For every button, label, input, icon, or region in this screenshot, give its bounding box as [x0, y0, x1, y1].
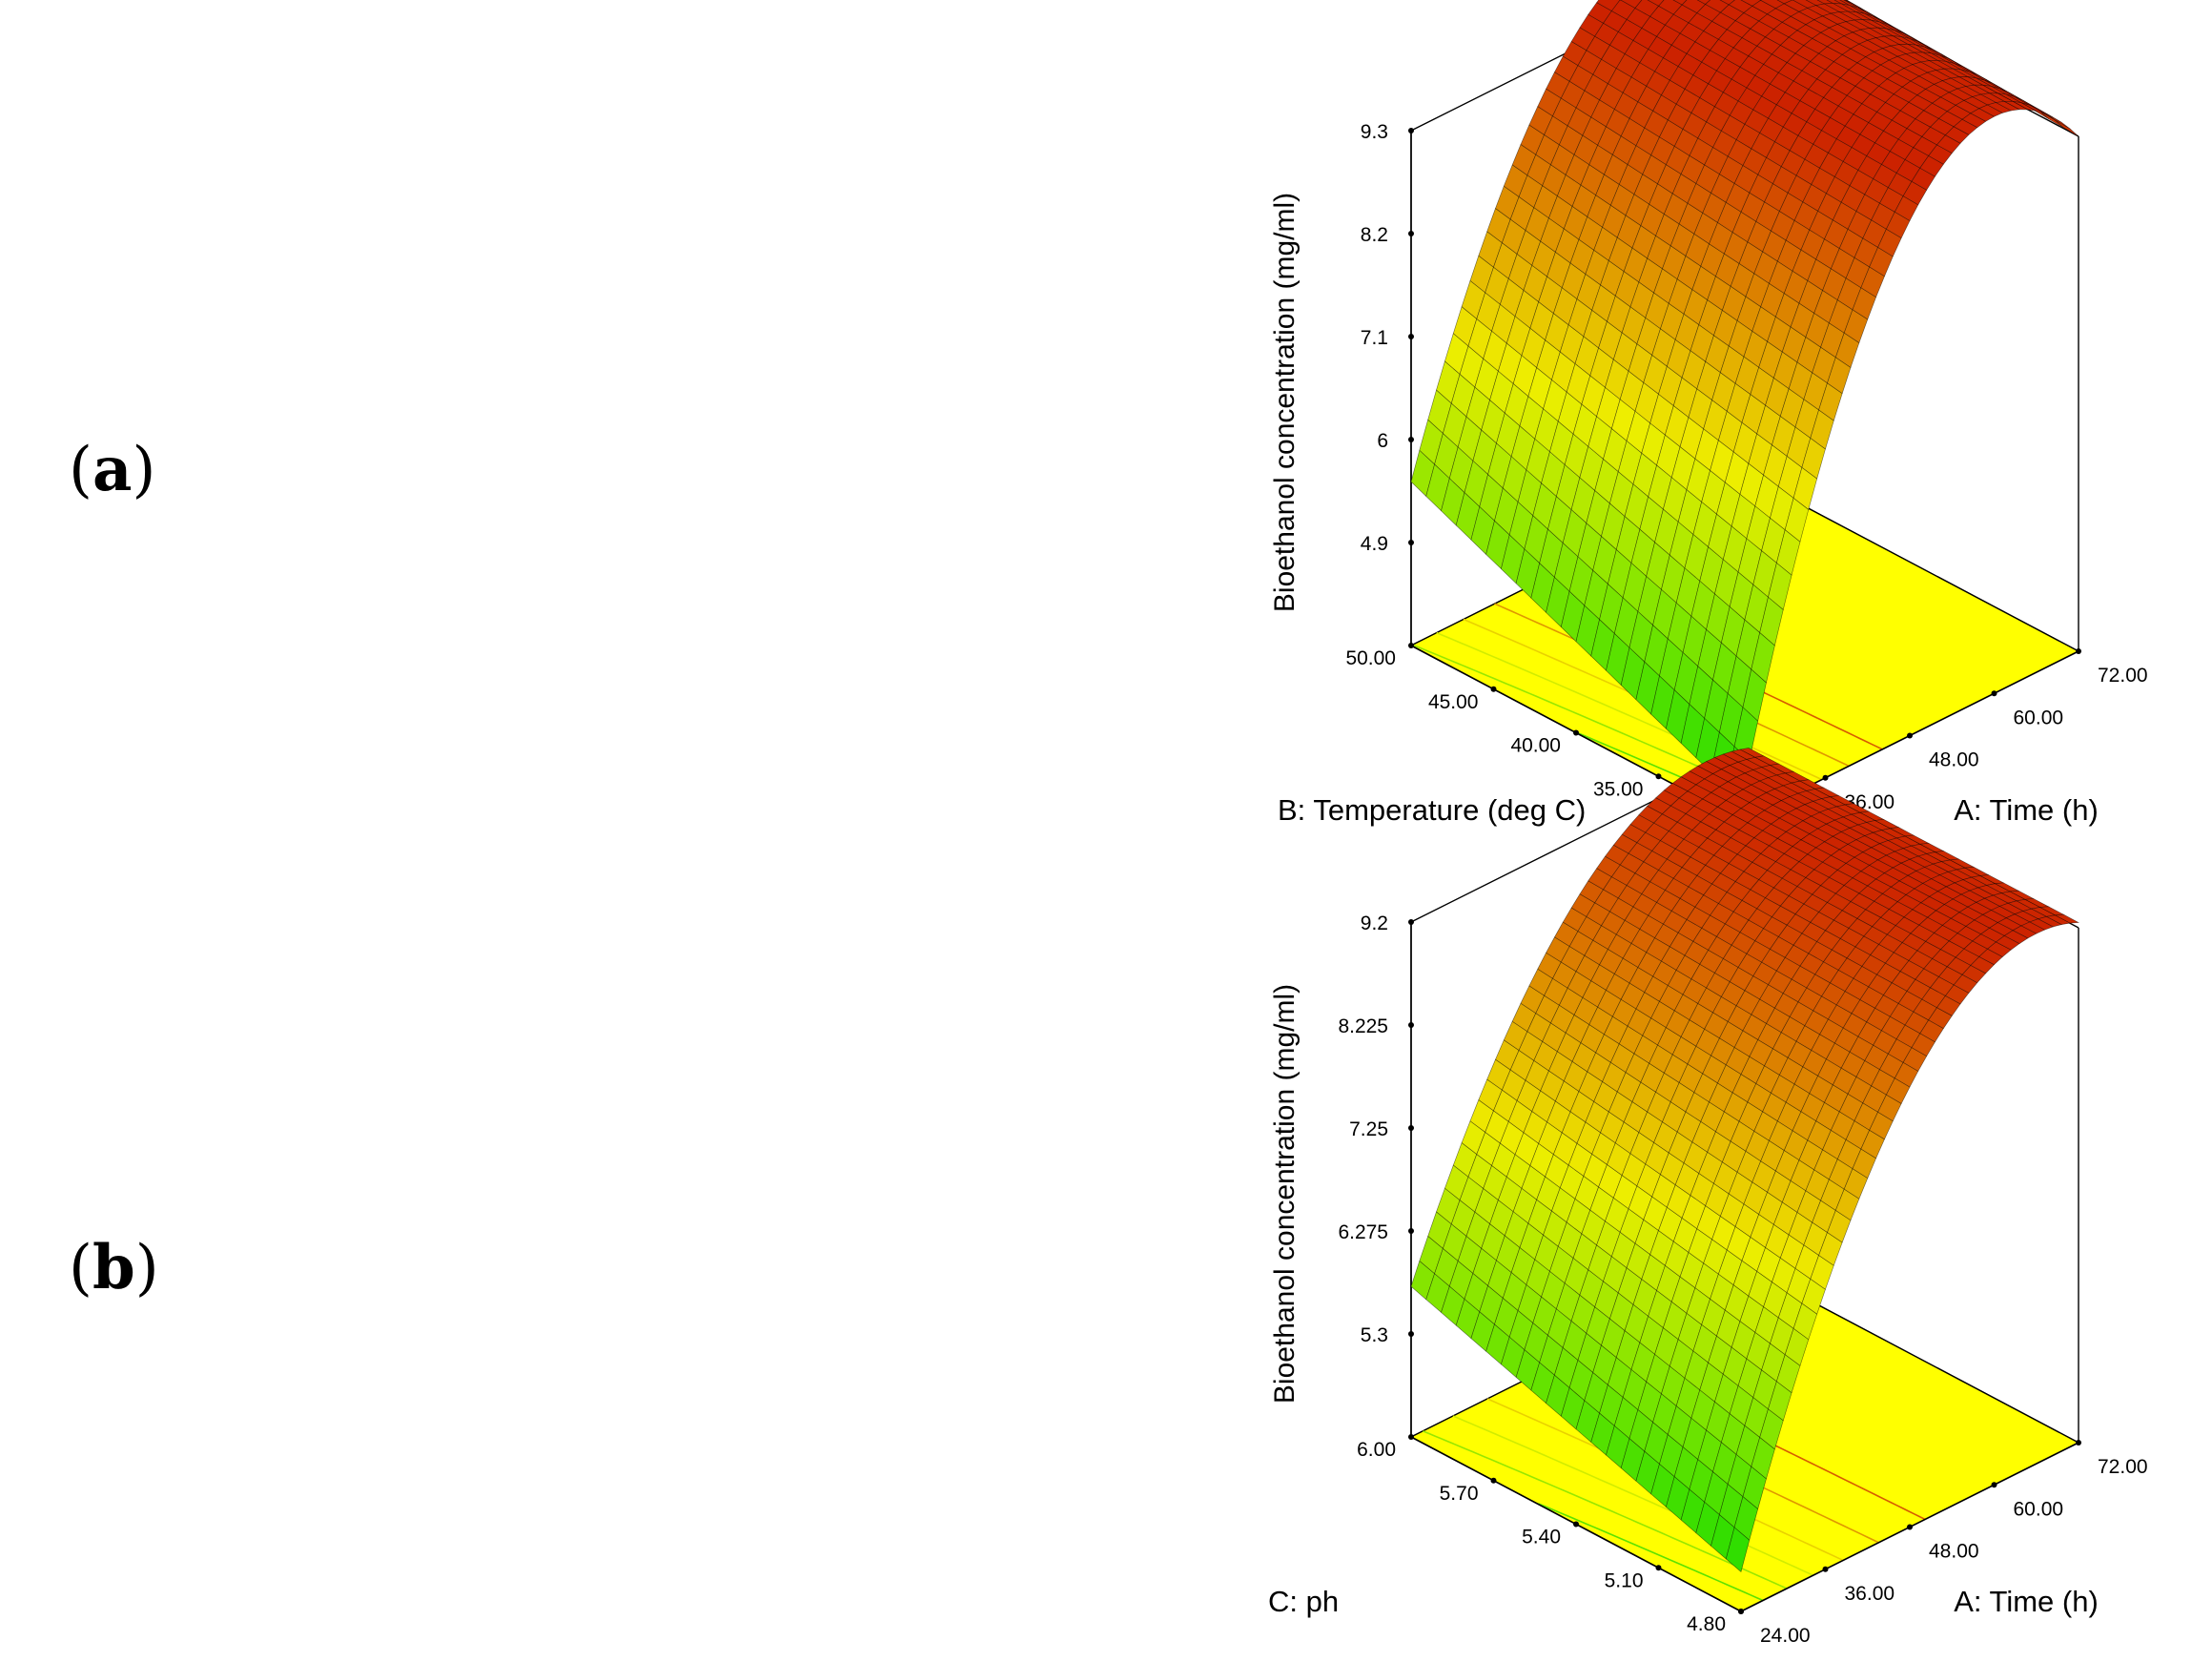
- surface-patch: [1696, 0, 1711, 5]
- y-tick-label: 6.00: [1357, 1439, 1396, 1461]
- y-tick-label: 5.40: [1522, 1527, 1561, 1548]
- panel-label-b: (b): [69, 1232, 159, 1303]
- y-tick-label: 4.80: [1687, 1613, 1726, 1635]
- z-tick-label: 5.3: [1361, 1324, 1388, 1346]
- x-tick-label: 72.00: [2098, 665, 2148, 687]
- y-tick-mark: [1655, 1565, 1662, 1571]
- surface-mesh: [1410, 748, 2080, 1573]
- z-axis-title: Bioethanol concentration (mg/ml): [1269, 984, 1301, 1404]
- x-tick-mark: [1991, 690, 1997, 697]
- z-tick-label: 8.225: [1338, 1015, 1388, 1037]
- z-tick-labels: 5.3 6.275 7.25 8.225 9.2: [1338, 913, 1414, 1346]
- z-tick-mark: [1408, 540, 1414, 545]
- z-tick-mark: [1408, 334, 1414, 339]
- y-tick-mark: [1655, 773, 1662, 780]
- x-tick-label: 60.00: [2014, 707, 2064, 728]
- surface-patch: [2054, 913, 2080, 924]
- z-tick-mark: [1408, 437, 1414, 442]
- z-tick-label: 8.2: [1361, 224, 1388, 246]
- x-tick-mark: [1907, 1524, 1913, 1530]
- z-axis-title: Bioethanol concentration (mg/ml): [1269, 193, 1301, 612]
- surface-patch: [1672, 0, 1688, 6]
- y-tick-label: 40.00: [1510, 735, 1561, 757]
- y-tick-mark: [1738, 1609, 1744, 1614]
- z-tick-mark: [1408, 1022, 1414, 1028]
- x-tick-label: 48.00: [1929, 1541, 1979, 1563]
- z-tick-label: 6.275: [1338, 1221, 1388, 1243]
- x-tick-label: 36.00: [1845, 1583, 1895, 1605]
- z-tick-mark: [1408, 1228, 1414, 1234]
- x-tick-mark: [1907, 732, 1913, 739]
- x-tick-mark: [1822, 774, 1829, 781]
- y-tick-label: 35.00: [1593, 778, 1644, 800]
- y-tick-mark: [1408, 643, 1414, 648]
- y-axis-title: B: Temperature (deg C): [1278, 793, 1586, 827]
- surface-plot-a: 24.0036.0048.0060.0072.0030.0035.0040.00…: [1269, 0, 2148, 855]
- x-axis-title: A: Time (h): [1954, 793, 2099, 827]
- y-axis-title: C: ph: [1268, 1585, 1339, 1618]
- y-tick-label: 5.10: [1605, 1569, 1644, 1591]
- panel-label-a: (a): [69, 434, 156, 505]
- surface-mesh: [1410, 0, 2079, 802]
- z-tick-mark: [1408, 128, 1414, 133]
- z-tick-label: 6: [1377, 430, 1388, 452]
- y-tick-labels: 4.80 5.10 5.40 5.70 6.00: [1357, 1434, 1744, 1635]
- y-tick-label: 45.00: [1428, 691, 1479, 713]
- z-tick-mark: [1408, 1331, 1414, 1337]
- y-tick-mark: [1490, 686, 1497, 692]
- y-tick-mark: [1573, 729, 1579, 736]
- surface-plot-b: 24.00 36.00 48.00 60.00 72.00 4.80 5.10 5.40 5.7…: [1268, 748, 2148, 1647]
- z-tick-label: 7.25: [1349, 1118, 1388, 1140]
- x-tick-mark: [1991, 1482, 1997, 1488]
- y-tick-mark: [1408, 1434, 1414, 1440]
- z-tick-labels: 4.9 6 7.1 8.2 9.3: [1361, 121, 1414, 555]
- z-tick-label: 4.9: [1361, 533, 1388, 555]
- x-tick-mark: [2076, 1440, 2081, 1446]
- x-tick-label: 24.00: [1760, 1625, 1811, 1647]
- x-tick-label: 48.00: [1929, 749, 1979, 771]
- z-tick-label: 9.3: [1361, 121, 1388, 143]
- z-tick-label: 9.2: [1361, 913, 1388, 934]
- x-tick-mark: [1822, 1566, 1829, 1572]
- z-tick-mark: [1408, 231, 1414, 236]
- surface-patch: [2055, 119, 2079, 137]
- z-tick-mark: [1408, 1125, 1414, 1131]
- y-tick-label: 5.70: [1440, 1483, 1479, 1505]
- y-tick-label: 50.00: [1345, 647, 1396, 669]
- y-tick-mark: [1573, 1521, 1579, 1528]
- x-tick-labels: 24.00 36.00 48.00 60.00 72.00: [1738, 1440, 2148, 1647]
- z-tick-mark: [1408, 919, 1414, 925]
- x-tick-label: 72.00: [2098, 1456, 2148, 1478]
- y-tick-mark: [1490, 1477, 1497, 1484]
- x-tick-label: 60.00: [2014, 1498, 2064, 1520]
- x-axis-title: A: Time (h): [1954, 1585, 2099, 1618]
- x-tick-mark: [2076, 648, 2081, 654]
- z-tick-label: 7.1: [1361, 327, 1388, 349]
